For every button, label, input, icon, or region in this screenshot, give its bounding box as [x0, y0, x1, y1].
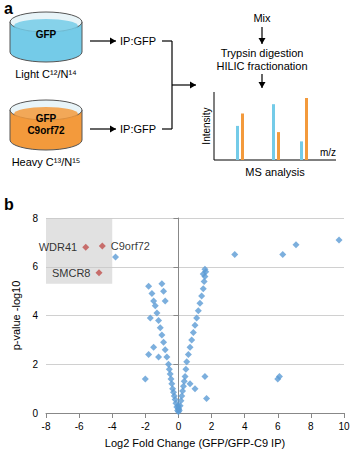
svg-text:WDR41: WDR41: [39, 241, 78, 253]
svg-text:p-value -log10: p-value -log10: [10, 281, 22, 351]
svg-text:SMCR8: SMCR8: [52, 267, 91, 279]
svg-text:MS analysis: MS analysis: [245, 166, 305, 178]
svg-text:-2: -2: [141, 421, 150, 432]
svg-text:6: 6: [275, 421, 281, 432]
svg-text:a: a: [4, 0, 13, 17]
svg-text:6: 6: [32, 261, 38, 272]
svg-text:Trypsin digestion: Trypsin digestion: [221, 47, 304, 59]
svg-text:IP:GFP: IP:GFP: [120, 123, 156, 135]
svg-text:m/z: m/z: [320, 147, 336, 158]
svg-text:Log2 Fold Change (GFP/GFP-C9 I: Log2 Fold Change (GFP/GFP-C9 IP): [105, 437, 285, 449]
svg-text:-8: -8: [42, 421, 51, 432]
svg-text:Heavy C¹³/N¹⁵: Heavy C¹³/N¹⁵: [12, 156, 81, 168]
svg-text:0: 0: [32, 408, 38, 419]
svg-text:Light C¹²/N¹⁴: Light C¹²/N¹⁴: [15, 68, 77, 80]
svg-text:2: 2: [32, 359, 38, 370]
svg-text:C9orf72: C9orf72: [111, 240, 150, 252]
svg-text:4: 4: [32, 310, 38, 321]
svg-text:HILIC fractionation: HILIC fractionation: [216, 60, 307, 72]
svg-text:8: 8: [308, 421, 314, 432]
svg-text:4: 4: [242, 421, 248, 432]
svg-text:2: 2: [209, 421, 215, 432]
html-text:b: b: [4, 196, 14, 213]
svg-text:Mix: Mix: [253, 12, 271, 24]
svg-text:IP:GFP: IP:GFP: [120, 35, 156, 47]
svg-text:Intensity: Intensity: [201, 107, 212, 144]
svg-text:GFP: GFP: [36, 29, 57, 40]
svg-text:10: 10: [338, 421, 350, 432]
svg-text:-6: -6: [75, 421, 84, 432]
svg-text:8: 8: [32, 213, 38, 224]
svg-text:0: 0: [176, 421, 182, 432]
svg-text:-4: -4: [108, 421, 117, 432]
svg-text:GFP: GFP: [36, 113, 57, 124]
svg-text:C9orf72: C9orf72: [27, 125, 65, 136]
